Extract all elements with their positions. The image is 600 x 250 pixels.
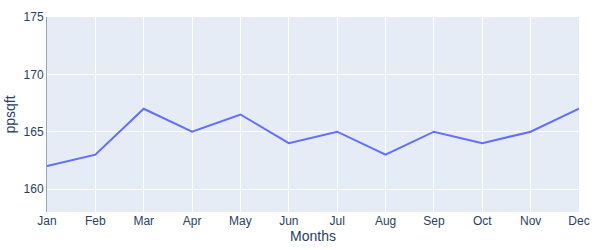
svg-text:Jun: Jun: [279, 214, 298, 228]
svg-text:170: 170: [24, 68, 44, 82]
svg-text:Jul: Jul: [330, 214, 345, 228]
svg-text:160: 160: [24, 182, 44, 196]
svg-text:ppsqft: ppsqft: [2, 95, 18, 133]
svg-text:Apr: Apr: [183, 214, 202, 228]
svg-text:175: 175: [24, 10, 44, 24]
svg-text:Dec: Dec: [568, 214, 589, 228]
svg-text:Sep: Sep: [423, 214, 445, 228]
svg-text:Jan: Jan: [37, 214, 56, 228]
svg-text:Oct: Oct: [473, 214, 492, 228]
svg-text:Mar: Mar: [133, 214, 154, 228]
svg-text:165: 165: [24, 125, 44, 139]
svg-text:Nov: Nov: [520, 214, 541, 228]
svg-text:Aug: Aug: [375, 214, 396, 228]
svg-text:Months: Months: [290, 228, 336, 244]
svg-text:Feb: Feb: [85, 214, 106, 228]
svg-text:May: May: [229, 214, 252, 228]
